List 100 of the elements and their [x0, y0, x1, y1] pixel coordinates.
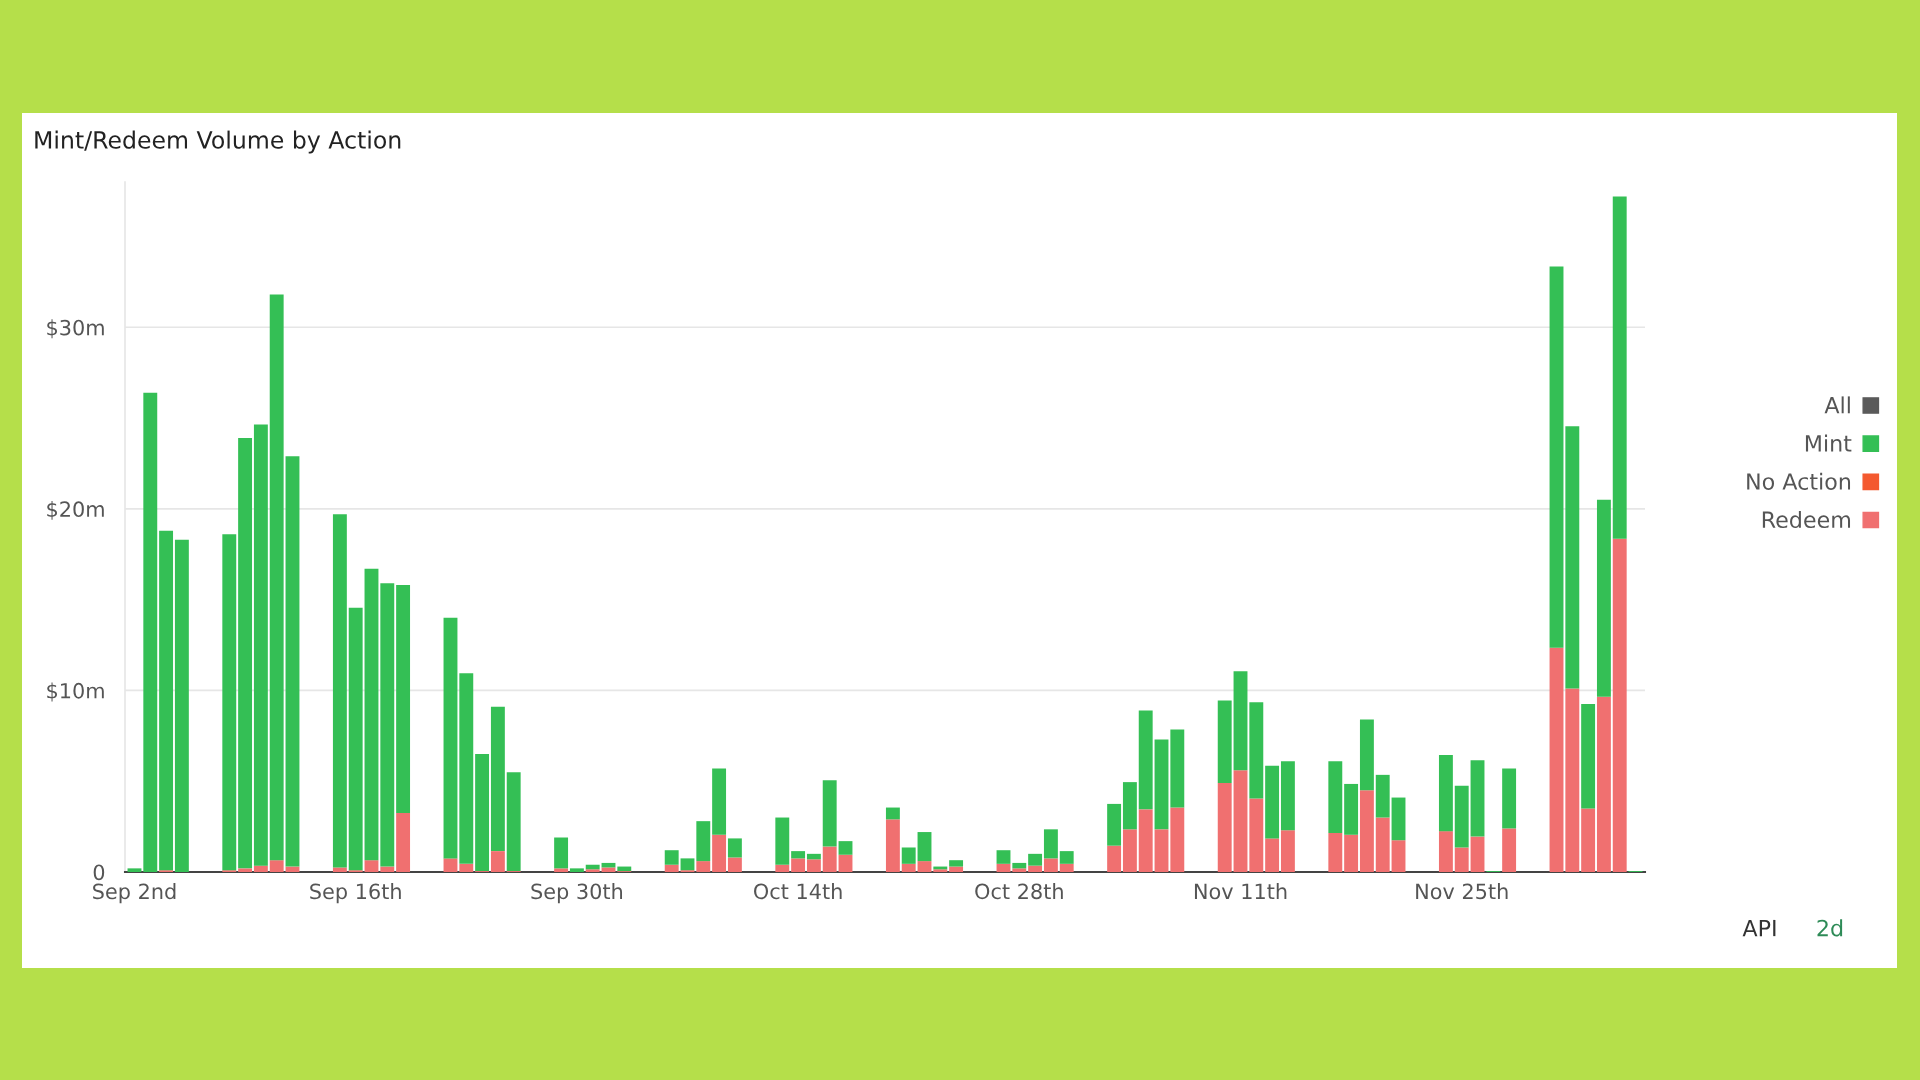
x-tick-label: Oct 28th	[975, 883, 1063, 900]
legend-label: All	[1824, 396, 1850, 414]
bar	[253, 865, 268, 872]
x-tick-label: Nov 11th	[1194, 883, 1287, 900]
bar	[1549, 647, 1564, 872]
y-tick-label: $30m	[47, 319, 104, 339]
bar	[269, 294, 284, 861]
bar	[775, 864, 790, 872]
bar	[1581, 808, 1596, 872]
bar	[617, 866, 632, 872]
bar	[585, 869, 600, 872]
bar	[838, 841, 853, 855]
bar	[1138, 809, 1153, 872]
bar	[238, 868, 253, 872]
bar	[238, 438, 253, 869]
bar	[285, 456, 300, 867]
bar	[1502, 768, 1517, 829]
text: API	[1742, 919, 1776, 937]
x-tick-label: Sep 30th	[531, 883, 623, 904]
x-tick-label: Oct 14th	[754, 883, 842, 900]
bar	[917, 861, 932, 872]
legend-label: Mint	[1805, 434, 1852, 452]
bar	[459, 863, 474, 872]
bar	[1012, 862, 1027, 869]
bar	[680, 858, 695, 871]
bar	[1170, 807, 1185, 872]
bar	[159, 530, 174, 871]
bar	[1565, 426, 1580, 689]
bar	[554, 868, 569, 872]
bar	[727, 857, 742, 872]
bar	[1043, 829, 1058, 859]
bar	[806, 859, 821, 872]
bar	[1549, 266, 1564, 648]
bar	[1122, 829, 1137, 872]
bar	[1391, 797, 1406, 841]
bar	[1028, 865, 1043, 872]
bar	[364, 860, 379, 872]
x-tick-label: Nov 25th	[1416, 883, 1508, 900]
x-tick-label: Sep 16th	[310, 883, 401, 904]
bar	[901, 863, 916, 872]
bar	[490, 706, 505, 852]
bar	[332, 867, 347, 872]
bar	[1170, 729, 1185, 808]
y-tick-label: $20m	[47, 500, 104, 520]
bar	[885, 819, 900, 872]
bar	[554, 837, 569, 869]
bar	[949, 860, 964, 867]
bar	[1217, 783, 1232, 872]
bar	[1328, 761, 1343, 833]
bar	[1059, 863, 1074, 872]
bar	[727, 838, 742, 858]
bar	[1154, 739, 1169, 830]
bar	[838, 854, 853, 872]
bar	[822, 846, 837, 872]
chart-title: Mint/Redeem Volume by Action	[35, 130, 401, 154]
bar	[1249, 798, 1264, 872]
text: 2d	[1817, 919, 1843, 937]
bar	[1249, 702, 1264, 799]
bar	[269, 860, 284, 872]
bar	[885, 807, 900, 820]
bar	[143, 392, 158, 872]
bar	[1280, 761, 1295, 831]
bar	[1154, 829, 1169, 872]
bar	[1581, 704, 1596, 809]
bar	[222, 534, 237, 871]
bar	[380, 866, 395, 872]
bar	[1359, 790, 1374, 872]
bar	[791, 858, 806, 872]
bar	[791, 851, 806, 859]
bar	[601, 867, 616, 872]
bar	[664, 864, 679, 872]
bar	[1596, 499, 1611, 697]
bar	[1059, 851, 1074, 864]
bar	[1233, 671, 1248, 771]
bar	[1138, 710, 1153, 810]
bar	[443, 858, 458, 872]
bar	[1122, 782, 1137, 830]
bar	[253, 424, 268, 866]
bar	[332, 514, 347, 868]
bar	[712, 834, 727, 872]
bar	[996, 863, 1011, 872]
bar	[364, 568, 379, 861]
bar	[1612, 538, 1627, 872]
bar	[1375, 774, 1390, 818]
bar	[949, 866, 964, 872]
bar	[1502, 828, 1517, 872]
bar	[1043, 858, 1058, 872]
bar	[1265, 765, 1280, 839]
bar	[396, 812, 411, 872]
bar	[901, 847, 916, 864]
bar	[996, 850, 1011, 864]
bar	[1107, 803, 1122, 846]
bar	[174, 539, 189, 872]
bar	[712, 768, 727, 835]
bar	[1359, 719, 1374, 791]
bar	[380, 583, 395, 867]
x-tick-label: Sep 2nd	[93, 883, 176, 904]
legend-label: No Action	[1747, 472, 1851, 490]
bar	[1454, 785, 1469, 848]
bar	[917, 832, 932, 862]
